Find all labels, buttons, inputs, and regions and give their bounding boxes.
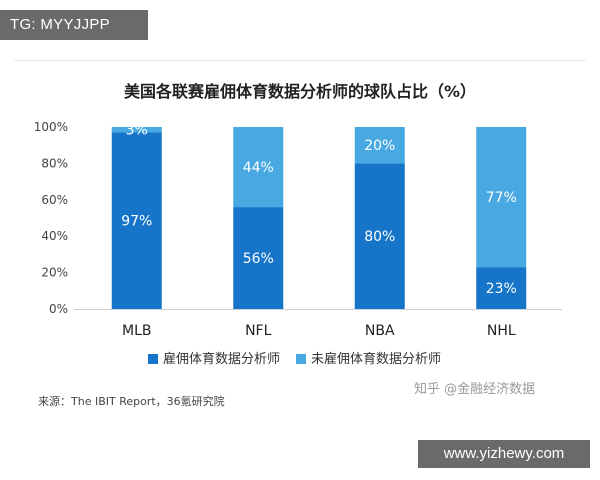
legend: 雇佣体育数据分析师 未雇佣体育数据分析师 xyxy=(148,351,441,367)
bar-segment-mlb-not-hired xyxy=(111,127,162,133)
source-note: 来源：The IBIT Report，36氪研究院 xyxy=(38,394,225,408)
chart-title: 美国各联赛雇佣体育数据分析师的球队占比（%） xyxy=(124,82,476,101)
y-tick-label: 100% xyxy=(34,120,68,134)
legend-swatch xyxy=(148,354,158,364)
zhihu-watermark: 知乎 @金融经济数据 xyxy=(414,381,535,397)
bars: 97% 3% 56% 44% 80% 20% 23% 77% xyxy=(111,123,527,309)
y-tick-label: 20% xyxy=(41,266,68,280)
stacked-bar-chart: 美国各联赛雇佣体育数据分析师的球队占比（%） 0% 20% 40% 60% 80% 100… xyxy=(34,82,562,408)
bar-segment-nfl-hired xyxy=(233,207,284,309)
legend-swatch xyxy=(296,354,306,364)
data-label: 20% xyxy=(364,138,395,154)
url-tag: www.yizhewy.com xyxy=(418,440,590,468)
legend-label: 雇佣体育数据分析师 xyxy=(163,351,280,367)
data-label: 97% xyxy=(121,214,152,230)
bar-segment-mlb-hired xyxy=(111,132,162,309)
x-axis: MLB NFL NBA NHL xyxy=(74,309,562,339)
y-tick-label: 0% xyxy=(49,302,68,316)
data-label: 44% xyxy=(243,160,274,176)
bar-segment-nfl-not-hired xyxy=(233,127,284,208)
y-tick-label: 80% xyxy=(41,156,68,170)
chart-card: 美国各联赛雇佣体育数据分析师的球队占比（%） 0% 20% 40% 60% 80% 100… xyxy=(14,60,586,421)
tg-tag: TG: MYYJJPP xyxy=(0,10,148,40)
x-category-label: MLB xyxy=(122,323,151,339)
data-label: 77% xyxy=(486,190,517,206)
bar-segment-nhl-not-hired xyxy=(476,127,527,268)
x-category-label: NBA xyxy=(365,323,395,339)
y-tick-label: 60% xyxy=(41,193,68,207)
data-label: 56% xyxy=(243,251,274,267)
data-label: 80% xyxy=(364,229,395,245)
y-tick-label: 40% xyxy=(41,229,68,243)
x-category-label: NHL xyxy=(487,323,516,339)
bar-segment-nba-not-hired xyxy=(354,127,405,164)
legend-label: 未雇佣体育数据分析师 xyxy=(311,351,441,367)
data-label: 23% xyxy=(486,281,517,297)
x-category-label: NFL xyxy=(245,323,272,339)
y-axis: 0% 20% 40% 60% 80% 100% xyxy=(34,120,68,316)
data-label: 3% xyxy=(126,123,148,139)
bar-segment-nba-hired xyxy=(354,163,405,309)
bar-segment-nhl-hired xyxy=(476,267,527,309)
